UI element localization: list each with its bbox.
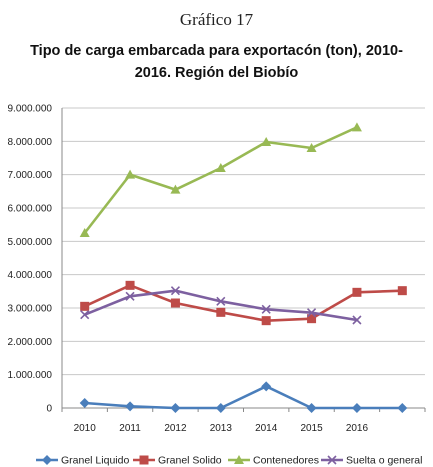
data-point: [215, 403, 226, 413]
data-point: [170, 286, 181, 296]
series-line-granel-solido: [84, 284, 403, 322]
data-point: [215, 163, 226, 172]
data-point: [261, 137, 272, 146]
data-point: [351, 403, 362, 413]
data-point: [79, 398, 90, 408]
legend: Granel Liquido Granel Solido Contenedores S…: [36, 455, 422, 467]
data-point: [306, 403, 317, 413]
y-tick-label: 8.000.000: [8, 137, 53, 148]
y-tick-label: 0: [46, 404, 52, 415]
y-tick-label: 9.000.000: [8, 104, 53, 115]
legend-marker: [234, 455, 244, 464]
data-point: [125, 401, 136, 412]
data-point: [306, 308, 317, 318]
series-suelta-o-general: [80, 286, 362, 325]
data-point: [125, 280, 135, 290]
data-point: [261, 381, 272, 392]
x-tick-label: 2016: [346, 423, 369, 434]
data-point: [397, 403, 408, 413]
data-point: [170, 184, 181, 194]
y-tick-label: 6.000.000: [8, 204, 53, 215]
data-point: [351, 122, 362, 132]
axes: 0 1.000.000 2.000.000 3.000.000 4.000.000 5.0…: [8, 104, 426, 434]
data-point: [261, 316, 271, 326]
x-tick-label: 2014: [255, 423, 278, 434]
y-tick-label: 1.000.000: [8, 370, 53, 381]
x-tick-label: 2010: [74, 423, 97, 434]
series-contenedores: [79, 122, 362, 237]
data-point: [261, 304, 271, 314]
legend-label: Contenedores: [253, 455, 319, 467]
series-line-granel-liquido: [84, 385, 403, 410]
data-point: [306, 143, 317, 152]
legend-marker: [42, 455, 52, 465]
data-point: [125, 291, 135, 301]
figure-label: Gráfico 17: [179, 10, 254, 29]
series-lines: [79, 122, 408, 413]
data-point: [79, 228, 90, 237]
data-point: [352, 315, 362, 325]
legend-label: Granel Liquido: [61, 455, 129, 467]
y-tick-label: 7.000.000: [8, 170, 53, 181]
y-tick-label: 5.000.000: [8, 237, 53, 248]
legend-item-suelta-o-general: Suelta o general: [321, 455, 422, 467]
data-point: [216, 296, 226, 306]
legend-marker: [327, 455, 337, 465]
y-tick-label: 4.000.000: [8, 270, 53, 281]
y-tick-label: 3.000.000: [8, 304, 53, 315]
data-point: [80, 310, 90, 320]
data-point: [307, 314, 317, 324]
data-point: [170, 298, 180, 308]
chart-title: Tipo de carga embarcada para exportacón …: [0, 40, 433, 84]
legend-item-contenedores: Contenedores: [228, 455, 319, 467]
x-tick-label: 2015: [300, 423, 323, 434]
data-point: [80, 301, 90, 311]
data-point: [125, 169, 136, 179]
data-point: [170, 403, 181, 413]
chart-title-line-1: Tipo de carga embarcada para exportacón …: [30, 43, 403, 59]
data-point: [216, 307, 226, 317]
x-tick-label: 2011: [119, 423, 141, 434]
chart-title-line-2: 2016. Región del Biobío: [134, 65, 299, 81]
series-granel-solido: [80, 280, 407, 326]
data-point: [352, 287, 362, 297]
y-tick-label: 2.000.000: [8, 337, 53, 348]
grid-lines: [62, 107, 425, 376]
legend-item-granel-liquido: Granel Liquido: [36, 455, 129, 467]
legend-item-granel-solido: Granel Solido: [133, 455, 222, 467]
series-granel-liquido: [79, 381, 408, 413]
legend-label: Suelta o general: [346, 455, 422, 467]
legend-marker: [139, 455, 149, 465]
x-tick-label: 2013: [210, 423, 233, 434]
legend-label: Granel Solido: [158, 455, 222, 467]
data-point: [397, 286, 407, 296]
series-line-contenedores: [83, 126, 358, 234]
x-tick-label: 2012: [164, 423, 187, 434]
